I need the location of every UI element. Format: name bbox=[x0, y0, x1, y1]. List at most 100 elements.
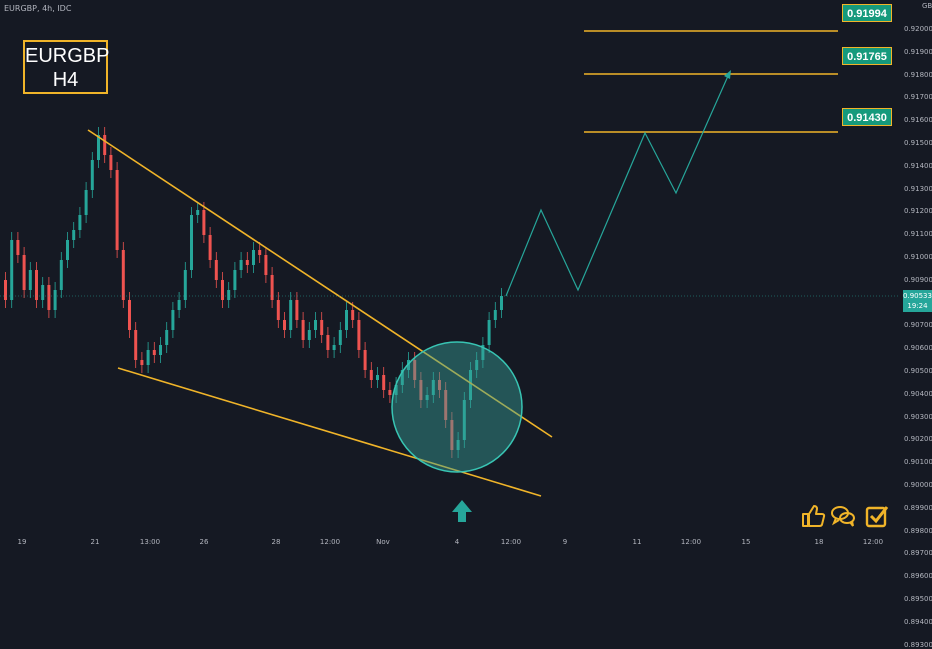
candle-body bbox=[469, 370, 472, 400]
candle-body bbox=[438, 380, 441, 390]
level-label-1: 0.91994 bbox=[842, 4, 892, 22]
candles bbox=[4, 127, 503, 458]
y-tick-label: 0.89300 bbox=[904, 640, 932, 649]
candle-body bbox=[419, 380, 423, 400]
candle-body bbox=[295, 300, 299, 320]
y-tick-label: 0.90300 bbox=[904, 412, 932, 421]
candle-body bbox=[146, 350, 150, 365]
candle-body bbox=[270, 275, 274, 300]
x-tick-label: Nov bbox=[376, 538, 390, 546]
candle-body bbox=[500, 296, 503, 310]
currency-label: GBP bbox=[922, 2, 932, 10]
candle-body bbox=[444, 390, 448, 420]
candle-body bbox=[196, 210, 200, 215]
current-price-timer: 19:24 bbox=[907, 302, 928, 310]
wedge-lower-line bbox=[117, 367, 542, 497]
candle-body bbox=[264, 255, 268, 275]
y-tick-label: 0.91000 bbox=[904, 253, 932, 261]
projected-arrow-head bbox=[724, 70, 731, 79]
x-tick-label: 12:00 bbox=[862, 538, 884, 546]
candle-body bbox=[165, 330, 169, 345]
thumbs-up-icon[interactable] bbox=[800, 503, 826, 529]
candle-body bbox=[283, 320, 286, 330]
x-tick-label: 11 bbox=[632, 538, 642, 546]
candle-body bbox=[376, 375, 379, 380]
candle-body bbox=[4, 280, 7, 300]
y-tick-label: 0.90100 bbox=[904, 458, 932, 467]
candle-body bbox=[481, 345, 485, 360]
candle-body bbox=[16, 240, 20, 255]
candle-body bbox=[183, 270, 187, 300]
x-tick-label: 18 bbox=[814, 538, 824, 546]
candle-body bbox=[28, 270, 32, 290]
x-tick-label: 13:00 bbox=[139, 538, 161, 546]
timeframe-label: H4 bbox=[52, 69, 79, 91]
candle-body bbox=[338, 330, 342, 345]
candle-body bbox=[314, 320, 317, 330]
candle-body bbox=[345, 310, 348, 330]
x-tick-label: 12:00 bbox=[319, 538, 341, 546]
candle-body bbox=[407, 360, 410, 370]
candle-body bbox=[369, 370, 373, 380]
candle-body bbox=[363, 350, 367, 370]
y-tick-label: 0.89900 bbox=[904, 503, 932, 512]
candle-body bbox=[431, 380, 435, 395]
candle-body bbox=[103, 135, 107, 155]
candle-body bbox=[487, 320, 491, 345]
candle-body bbox=[332, 345, 336, 350]
candle-body bbox=[233, 270, 237, 290]
candle-body bbox=[115, 170, 119, 250]
candle-body bbox=[202, 210, 206, 235]
candle-body bbox=[289, 300, 293, 330]
candle-body bbox=[208, 235, 212, 260]
candle-body bbox=[475, 360, 479, 370]
candle-body bbox=[326, 335, 330, 350]
y-tick-label: 0.91300 bbox=[904, 184, 932, 193]
candle-body bbox=[307, 330, 311, 340]
candle-body bbox=[66, 240, 69, 260]
candle-body bbox=[320, 320, 324, 335]
x-tick-label: 12:00 bbox=[680, 538, 702, 546]
candle-body bbox=[190, 215, 193, 270]
candle-body bbox=[382, 375, 386, 390]
x-tick-label: 15 bbox=[741, 538, 751, 546]
candle-body bbox=[400, 370, 404, 385]
candle-body bbox=[109, 155, 113, 170]
candle-body bbox=[84, 190, 88, 215]
candle-body bbox=[227, 290, 231, 300]
y-tick-label: 0.89400 bbox=[904, 617, 932, 626]
candle-body bbox=[72, 230, 76, 240]
candle-body bbox=[221, 280, 224, 300]
y-tick-label: 0.90000 bbox=[904, 481, 932, 489]
candle-body bbox=[252, 250, 255, 265]
candle-body bbox=[239, 260, 243, 270]
x-tick-label: 21 bbox=[90, 538, 100, 546]
level-label-3: 0.91430 bbox=[842, 108, 892, 126]
candle-body bbox=[121, 250, 125, 300]
y-tick-label: 0.91500 bbox=[904, 139, 932, 147]
y-tick-label: 0.90900 bbox=[904, 275, 932, 284]
candle-body bbox=[140, 360, 144, 365]
x-tick-label: 9 bbox=[562, 538, 568, 546]
candle-body bbox=[53, 290, 57, 310]
projected-path bbox=[505, 75, 729, 297]
candle-body bbox=[357, 320, 361, 350]
candle-body bbox=[159, 345, 162, 355]
y-tick-label: 0.89500 bbox=[904, 595, 932, 603]
y-tick-label: 0.91200 bbox=[904, 207, 932, 216]
candle-body bbox=[177, 300, 181, 310]
candle-body bbox=[10, 240, 14, 300]
y-tick-label: 0.90400 bbox=[904, 389, 932, 398]
checkbox-icon[interactable] bbox=[864, 503, 890, 529]
candle-body bbox=[276, 300, 280, 320]
y-tick-label: 0.90200 bbox=[904, 435, 932, 444]
chat-bubbles-icon[interactable] bbox=[830, 503, 856, 529]
y-tick-label: 0.90700 bbox=[904, 321, 932, 330]
buy-arrow-icon bbox=[452, 500, 472, 522]
candle-body bbox=[388, 390, 392, 395]
candle-body bbox=[351, 310, 355, 320]
symbol-label: EURGBP bbox=[25, 45, 110, 67]
candle-body bbox=[214, 260, 218, 280]
candle-body bbox=[413, 360, 417, 380]
chart-canvas[interactable] bbox=[0, 0, 932, 550]
